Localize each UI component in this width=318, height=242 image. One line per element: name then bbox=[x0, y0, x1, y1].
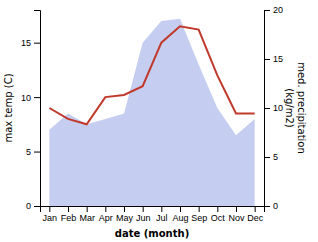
tick-label: 0 bbox=[26, 201, 31, 211]
y-axis-title: max temp (C) bbox=[3, 73, 14, 142]
tick-label: Mar bbox=[79, 213, 95, 223]
tick-mark bbox=[264, 108, 270, 109]
tick-label: Dec bbox=[247, 213, 264, 223]
tick-label: Apr bbox=[99, 213, 113, 223]
tick: Dec bbox=[247, 206, 264, 223]
tick-mark bbox=[34, 97, 40, 98]
tick-label: Jan bbox=[43, 213, 58, 223]
x-axis: JanFebMar AprMayJun Jul AugSep OctNovDec bbox=[41, 206, 265, 223]
tick: 0 bbox=[264, 201, 278, 211]
tick: 20 bbox=[264, 5, 283, 15]
chart: JanFebMar AprMayJun Jul AugSep OctNovDec 0 5 10… bbox=[0, 0, 318, 242]
tick-mark bbox=[49, 206, 50, 212]
tick-mark bbox=[255, 206, 256, 212]
tick-label: Feb bbox=[61, 213, 77, 223]
tick-mark bbox=[105, 206, 106, 212]
tick: 15 bbox=[21, 38, 40, 48]
tick-label: 15 bbox=[273, 54, 283, 64]
tick-mark bbox=[34, 43, 40, 44]
tick: Oct bbox=[211, 206, 226, 223]
tick: May bbox=[116, 206, 134, 223]
tick: Jul bbox=[156, 206, 168, 223]
tick-mark bbox=[161, 206, 162, 212]
tick-label: Aug bbox=[172, 213, 188, 223]
tick: Jan bbox=[43, 206, 58, 223]
tick-label: 15 bbox=[21, 38, 31, 48]
tick: Aug bbox=[172, 206, 188, 223]
tick-label: 5 bbox=[26, 147, 31, 157]
tick: 10 bbox=[264, 103, 283, 113]
tick-mark bbox=[264, 10, 270, 11]
y2-axis: 0 5 10 15 20 bbox=[264, 5, 283, 211]
tick-mark bbox=[34, 206, 40, 207]
tick-label: Oct bbox=[211, 213, 226, 223]
title-line: (kg/m2) bbox=[284, 88, 295, 128]
tick-label: 0 bbox=[273, 201, 278, 211]
tick: Feb bbox=[61, 206, 77, 223]
tick-label: 10 bbox=[273, 103, 283, 113]
tick-mark bbox=[124, 206, 125, 212]
tick: 15 bbox=[264, 54, 283, 64]
tick-mark bbox=[143, 206, 144, 212]
tick-label: 10 bbox=[21, 92, 31, 102]
tick-mark bbox=[264, 59, 270, 60]
tick: 5 bbox=[264, 152, 278, 162]
title-line: med. precipitation bbox=[296, 62, 307, 154]
tick: Jun bbox=[136, 206, 151, 223]
tick-mark bbox=[264, 157, 270, 158]
tick-label: Sep bbox=[191, 213, 207, 223]
tick-mark bbox=[68, 206, 69, 212]
tick: Mar bbox=[79, 206, 95, 223]
tick-mark bbox=[180, 206, 181, 212]
tick-mark bbox=[217, 206, 218, 212]
tick-mark bbox=[236, 206, 237, 212]
tick-label: Jul bbox=[156, 213, 168, 223]
area bbox=[49, 19, 254, 206]
tick-label: 20 bbox=[273, 5, 283, 15]
tick: 10 bbox=[21, 92, 40, 102]
y2-axis-title: med. precipitation(kg/m2) bbox=[284, 62, 307, 154]
y-axis: 0 5 10 15 bbox=[21, 11, 41, 212]
tick-mark bbox=[87, 206, 88, 212]
axis-line bbox=[34, 11, 41, 207]
tick: Nov bbox=[228, 206, 245, 223]
tick: 0 bbox=[26, 201, 40, 211]
tick-mark bbox=[34, 152, 40, 153]
tick: Sep bbox=[191, 206, 207, 223]
tick-mark bbox=[199, 206, 200, 212]
tick-label: May bbox=[116, 213, 134, 223]
tick-mark bbox=[264, 206, 270, 207]
x-axis-title: date (month) bbox=[115, 228, 189, 239]
axis-line bbox=[41, 207, 265, 213]
tick-label: 5 bbox=[273, 152, 278, 162]
line bbox=[49, 26, 254, 124]
tick-label: Jun bbox=[136, 213, 151, 223]
tick-label: Nov bbox=[228, 213, 245, 223]
axis-line bbox=[265, 11, 271, 207]
marks bbox=[49, 19, 254, 206]
plot: JanFebMar AprMayJun Jul AugSep OctNovDec 0 5 10… bbox=[3, 5, 307, 239]
tick: 5 bbox=[26, 147, 40, 157]
tick: Apr bbox=[99, 206, 113, 223]
